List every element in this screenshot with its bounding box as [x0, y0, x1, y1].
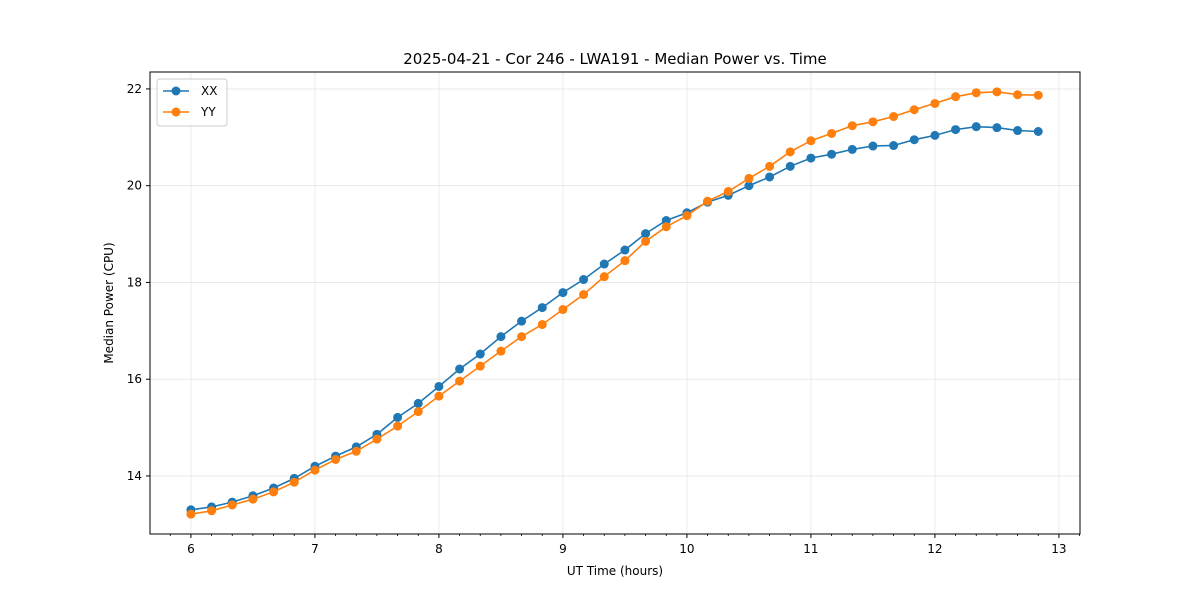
x-tick-label: 9 [559, 542, 567, 556]
data-point-yy [641, 236, 651, 246]
x-tick-label: 11 [803, 542, 818, 556]
data-point-xx [558, 288, 568, 298]
data-point-xx [599, 259, 609, 269]
x-tick-label: 6 [187, 542, 195, 556]
data-point-yy [434, 391, 444, 401]
y-tick-label: 20 [127, 179, 142, 193]
x-axis-label: UT Time (hours) [567, 564, 663, 578]
data-point-yy [1033, 90, 1043, 100]
data-point-xx [641, 229, 651, 239]
data-point-xx [847, 144, 857, 154]
data-point-yy [331, 454, 341, 464]
x-tick-label: 13 [1051, 542, 1066, 556]
data-point-yy [723, 186, 733, 196]
data-point-xx [393, 412, 403, 422]
data-point-yy [269, 487, 279, 497]
data-point-xx [889, 141, 899, 151]
data-point-yy [620, 256, 630, 266]
data-point-xx [992, 123, 1002, 133]
data-point-xx [455, 364, 465, 374]
data-point-xx [1033, 127, 1043, 137]
data-point-yy [186, 509, 196, 519]
data-point-xx [413, 398, 423, 408]
data-point-yy [496, 346, 506, 356]
x-tick-label: 12 [927, 542, 942, 556]
y-tick-label: 16 [127, 372, 142, 386]
data-point-yy [248, 494, 258, 504]
chart-title: 2025-04-21 - Cor 246 - LWA191 - Median P… [403, 50, 827, 68]
y-tick-label: 14 [127, 469, 142, 483]
data-point-xx [785, 161, 795, 171]
data-point-yy [951, 92, 961, 102]
data-point-xx [806, 153, 816, 163]
y-tick-label: 22 [127, 82, 142, 96]
data-point-yy [930, 98, 940, 108]
ticks: 6 7 8 9 10 11 12 13 14 16 18 20 22 [127, 82, 1080, 556]
data-point-xx [620, 245, 630, 255]
data-point-yy [785, 147, 795, 157]
data-point-yy [351, 446, 361, 456]
data-point-yy [682, 211, 692, 221]
data-point-yy [310, 465, 320, 475]
data-point-yy [599, 272, 609, 282]
data-point-yy [703, 196, 713, 206]
data-point-yy [558, 305, 568, 315]
data-point-yy [475, 361, 485, 371]
data-point-yy [868, 117, 878, 127]
data-point-yy [517, 332, 527, 342]
data-point-yy [1013, 90, 1023, 100]
data-point-xx [579, 275, 589, 285]
x-tick-label: 7 [311, 542, 319, 556]
data-point-xx [765, 172, 775, 182]
data-point-xx [868, 141, 878, 151]
data-point-xx [909, 135, 919, 145]
data-point-yy [537, 320, 547, 330]
plot-frame [149, 71, 1081, 535]
y-axis-label: Median Power (CPU) [102, 242, 116, 363]
data-point-yy [847, 121, 857, 131]
data-point-yy [413, 407, 423, 417]
data-point-yy [372, 434, 382, 444]
data-point-yy [661, 222, 671, 232]
data-point-yy [227, 500, 237, 510]
data-point-yy [889, 112, 899, 122]
data-point-xx [537, 303, 547, 313]
data-point-yy [579, 290, 589, 300]
legend-label-xx: XX [201, 84, 217, 98]
data-point-xx [1013, 126, 1023, 136]
data-point-xx [475, 349, 485, 359]
data-point-xx [661, 216, 671, 226]
data-point-xx [930, 130, 940, 140]
data-point-yy [289, 477, 299, 487]
data-point-xx [951, 125, 961, 135]
data-point-yy [393, 421, 403, 431]
legend-marker-xx [171, 86, 181, 96]
data-point-yy [992, 87, 1002, 97]
data-point-xx [496, 332, 506, 342]
data-point-xx [827, 149, 837, 159]
data-point-yy [827, 128, 837, 138]
legend-marker-yy [171, 107, 181, 117]
data-point-yy [455, 376, 465, 386]
data-point-yy [765, 161, 775, 171]
data-point-yy [207, 506, 217, 516]
data-point-xx [517, 316, 527, 326]
data-point-yy [971, 88, 981, 98]
data-point-yy [909, 105, 919, 115]
series-layer [186, 87, 1043, 519]
y-tick-label: 18 [127, 275, 142, 289]
legend-label-yy: YY [200, 105, 216, 119]
x-tick-label: 8 [435, 542, 443, 556]
data-point-yy [744, 173, 754, 183]
data-point-xx [744, 181, 754, 191]
data-point-xx [434, 381, 444, 391]
legend: XX YY [156, 78, 228, 127]
data-point-yy [806, 136, 816, 146]
data-point-xx [971, 122, 981, 132]
x-tick-label: 10 [679, 542, 694, 556]
